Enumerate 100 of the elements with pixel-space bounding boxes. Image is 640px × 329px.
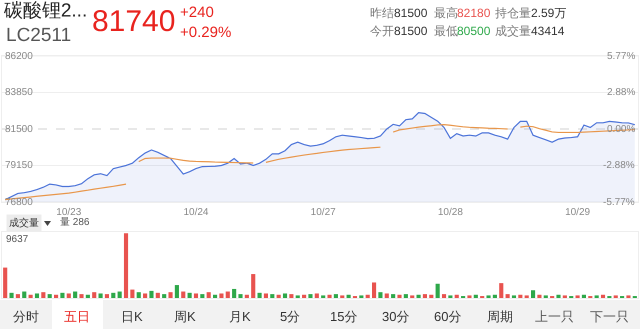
bar [22, 292, 26, 298]
bar [73, 292, 78, 298]
text: 今开 [370, 24, 394, 38]
text: 分时 [13, 309, 39, 324]
bar [562, 295, 567, 298]
x-tick-label: 10/28 [438, 207, 464, 218]
text: 60分 [434, 309, 462, 324]
text: 周K [174, 309, 196, 324]
bar [436, 284, 440, 298]
bar [136, 292, 141, 298]
bar [130, 290, 134, 298]
bar [181, 292, 186, 298]
y-tick-label: 86200 [5, 51, 34, 62]
bar [410, 295, 414, 298]
x-tick-label: 10/27 [310, 207, 336, 218]
y-tick-label: 76800 [5, 197, 34, 208]
x-tick-label: 10/29 [565, 207, 591, 218]
text: 81740 [92, 5, 176, 38]
bar [614, 295, 618, 298]
text: 日K [121, 309, 143, 324]
text: 周期 [487, 309, 513, 324]
bar [366, 294, 370, 298]
bar [499, 283, 504, 298]
y2-tick-label: -5.77% [603, 197, 635, 208]
bar [16, 294, 20, 298]
text: 成交量 [9, 217, 39, 229]
bar [264, 293, 268, 298]
y2-tick-label: 5.77% [607, 51, 636, 62]
bar [79, 294, 84, 298]
text: 月K [229, 309, 251, 324]
text: +0.29% [180, 24, 232, 41]
bar [98, 293, 103, 298]
bar [194, 293, 198, 298]
bar [524, 295, 529, 298]
bar [206, 292, 211, 298]
bar [168, 292, 173, 298]
text: 成交量 [495, 24, 531, 38]
bar [3, 268, 8, 298]
bar [626, 295, 631, 298]
bar [296, 295, 300, 298]
bar [289, 294, 294, 298]
y-tick-label: 83850 [5, 87, 34, 98]
bar [149, 290, 154, 298]
bar [251, 274, 256, 298]
y2-tick-label: -2.88% [603, 160, 635, 171]
bar [162, 294, 166, 298]
bar [594, 295, 599, 298]
text: 43414 [531, 24, 565, 38]
bar [378, 292, 382, 298]
text: 昨结 [370, 6, 394, 20]
text: 81500 [394, 24, 428, 38]
text: 2.59万 [531, 6, 566, 20]
text: 81500 [394, 6, 428, 20]
text: 持仓量 [495, 6, 531, 20]
bar [506, 294, 510, 298]
text: 上一只 [535, 309, 574, 324]
bar [270, 294, 274, 298]
bar [92, 292, 96, 298]
bar [9, 292, 14, 298]
bar [448, 295, 452, 298]
y2-tick-label: 2.88% [607, 87, 636, 98]
bar [258, 292, 262, 298]
bar [429, 294, 434, 298]
text: 量 286 [60, 217, 90, 228]
bar [359, 295, 364, 298]
y-tick-label: 81500 [5, 124, 34, 135]
bar [422, 294, 428, 298]
bar [143, 293, 148, 298]
bar [60, 292, 64, 298]
bar [467, 295, 472, 298]
bar [282, 293, 288, 298]
bar [124, 233, 128, 298]
bar [219, 293, 224, 298]
bar [238, 294, 243, 298]
bar [384, 293, 389, 298]
chart-title: 碳酸锂2... [2, 0, 88, 22]
bar [512, 295, 516, 298]
bar [200, 294, 204, 298]
text: +240 [180, 4, 214, 21]
bar [188, 292, 192, 298]
bar [118, 292, 122, 298]
chart-subtitle: LC2511 [6, 25, 72, 46]
annotation: 9637 [6, 234, 29, 245]
text: 82180 [457, 6, 491, 20]
bar [404, 294, 408, 298]
bar [308, 294, 313, 298]
x-tick-label: 10/23 [56, 207, 82, 218]
bar [372, 282, 376, 298]
text: 最低 [434, 24, 458, 38]
bar [174, 285, 179, 298]
text: 5分 [280, 309, 300, 324]
bar [334, 294, 338, 298]
bar [454, 294, 459, 298]
bar [48, 294, 52, 298]
bar [530, 290, 536, 298]
text: 下一只 [590, 309, 629, 324]
bar [391, 294, 396, 298]
bar [544, 295, 548, 298]
text: 15分 [330, 309, 358, 324]
bar [226, 292, 230, 298]
